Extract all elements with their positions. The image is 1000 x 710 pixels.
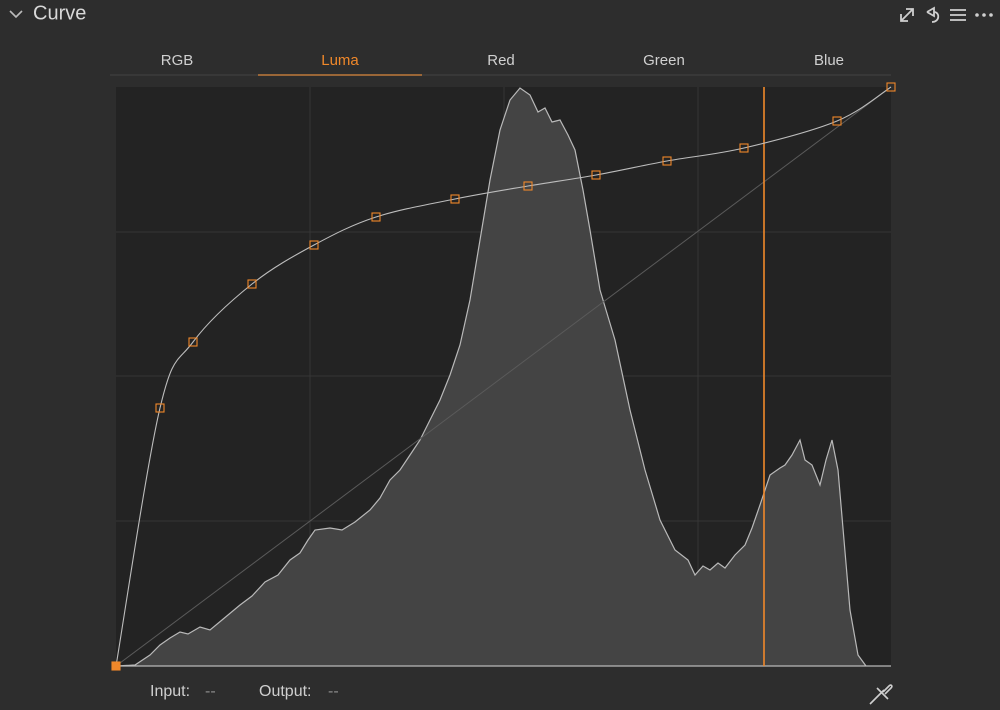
tab[interactable]: Red [487, 52, 515, 69]
tab[interactable]: RGB [161, 52, 194, 69]
tab-bar: RGB Luma Red Green Blue [161, 52, 844, 76]
more-icon[interactable] [975, 13, 993, 17]
input-value: -- [205, 683, 216, 700]
curve-point[interactable] [523, 181, 533, 191]
curve-point[interactable] [450, 194, 460, 204]
expand-icon[interactable] [900, 8, 914, 22]
curve-point[interactable] [155, 403, 165, 413]
reset-icon[interactable] [926, 6, 940, 23]
curve-point[interactable] [739, 143, 749, 153]
output-value: -- [328, 683, 339, 700]
curve-point[interactable] [111, 661, 121, 671]
tab[interactable]: Blue [814, 52, 844, 69]
tab[interactable]: Green [643, 52, 685, 69]
toolbar [900, 6, 993, 23]
curve-point[interactable] [886, 82, 896, 92]
identity-line [115, 86, 892, 667]
eyedropper-icon[interactable] [869, 684, 893, 705]
tone-curve[interactable] [115, 86, 892, 667]
curve-point[interactable] [662, 156, 672, 166]
collapse-chevron[interactable] [9, 10, 23, 19]
curve-point[interactable] [247, 279, 257, 289]
curve-point[interactable] [591, 170, 601, 180]
output-label: Output: [259, 683, 311, 700]
curve-points [111, 82, 896, 671]
curve-point[interactable] [832, 116, 842, 126]
tab[interactable]: Luma [321, 52, 359, 69]
curve-point[interactable] [309, 240, 319, 250]
curve-point[interactable] [188, 337, 198, 347]
panel-title: Curve [33, 2, 86, 24]
curve-point[interactable] [371, 212, 381, 222]
input-label: Input: [150, 683, 190, 700]
menu-icon[interactable] [950, 9, 966, 21]
